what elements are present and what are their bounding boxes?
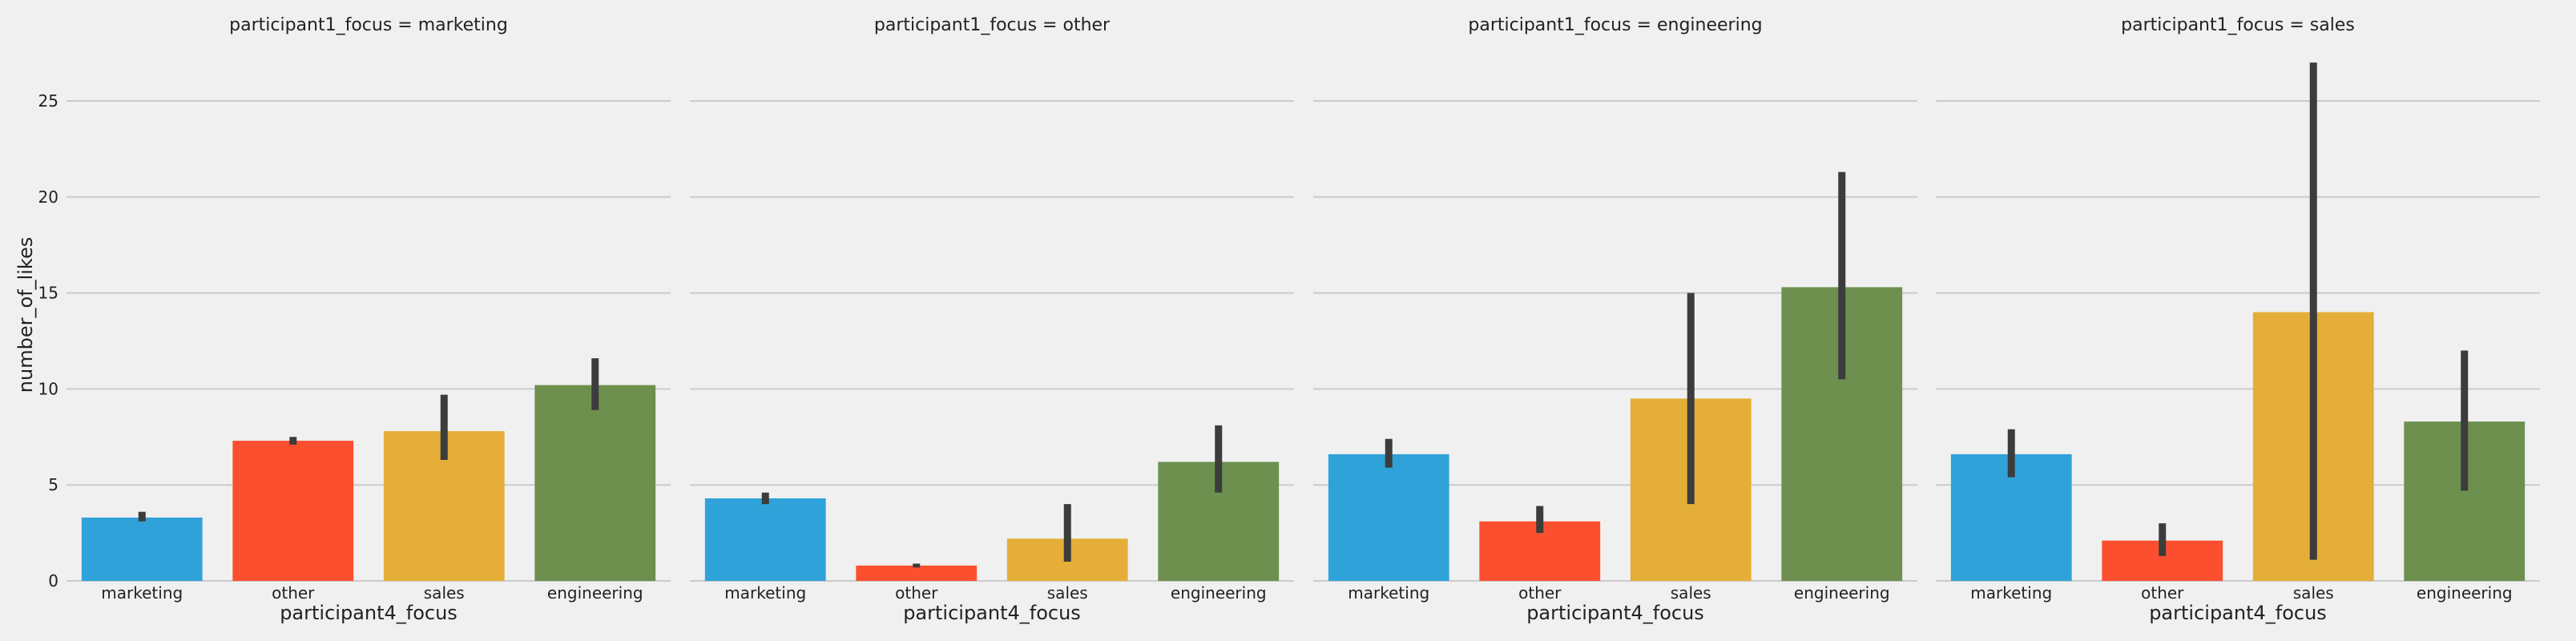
x-tick-label-engineering-sales: sales: [1671, 583, 1711, 603]
x-axis-label-marketing: participant4_focus: [280, 602, 458, 624]
x-tick-label-sales-engineering: engineering: [2417, 583, 2513, 603]
x-tick-label-sales-other: other: [2141, 583, 2184, 603]
panel-title-other: participant1_focus = other: [874, 15, 1111, 35]
y-tick-label: 15: [38, 284, 58, 303]
panel-title-marketing: participant1_focus = marketing: [229, 15, 508, 35]
y-tick-label: 25: [38, 91, 58, 111]
x-axis-label-engineering: participant4_focus: [1526, 602, 1704, 624]
bar-marketing-marketing: [81, 517, 203, 581]
x-axis-label-sales: participant4_focus: [2149, 602, 2327, 624]
y-tick-label: 20: [38, 187, 58, 207]
x-tick-label-marketing-other: other: [272, 583, 315, 603]
x-tick-label-engineering-engineering: engineering: [1794, 583, 1890, 603]
y-tick-label: 10: [38, 379, 58, 398]
x-tick-label-marketing-engineering: engineering: [547, 583, 643, 603]
bar-other-other: [856, 565, 978, 581]
x-tick-label-marketing-sales: sales: [424, 583, 465, 603]
y-tick-label: 5: [48, 475, 58, 494]
panel-title-sales: participant1_focus = sales: [2121, 15, 2355, 35]
x-tick-label-engineering-marketing: marketing: [1348, 583, 1429, 603]
x-tick-label-marketing-marketing: marketing: [101, 583, 183, 603]
x-tick-label-engineering-other: other: [1518, 583, 1562, 603]
panel-title-engineering: participant1_focus = engineering: [1468, 15, 1762, 35]
bar-marketing-other: [232, 441, 354, 581]
y-axis-label: number_of_likes: [14, 237, 37, 393]
x-tick-label-sales-sales: sales: [2293, 583, 2334, 603]
x-tick-label-other-other: other: [895, 583, 938, 603]
x-tick-label-other-marketing: marketing: [724, 583, 806, 603]
bar-engineering-marketing: [1328, 454, 1449, 581]
x-tick-label-other-engineering: engineering: [1171, 583, 1267, 603]
bar-other-marketing: [704, 498, 826, 581]
x-tick-label-sales-marketing: marketing: [1970, 583, 2052, 603]
x-tick-label-other-sales: sales: [1047, 583, 1088, 603]
y-tick-label: 0: [48, 571, 58, 591]
x-axis-label-other: participant4_focus: [903, 602, 1081, 624]
bar-marketing-engineering: [534, 385, 656, 581]
